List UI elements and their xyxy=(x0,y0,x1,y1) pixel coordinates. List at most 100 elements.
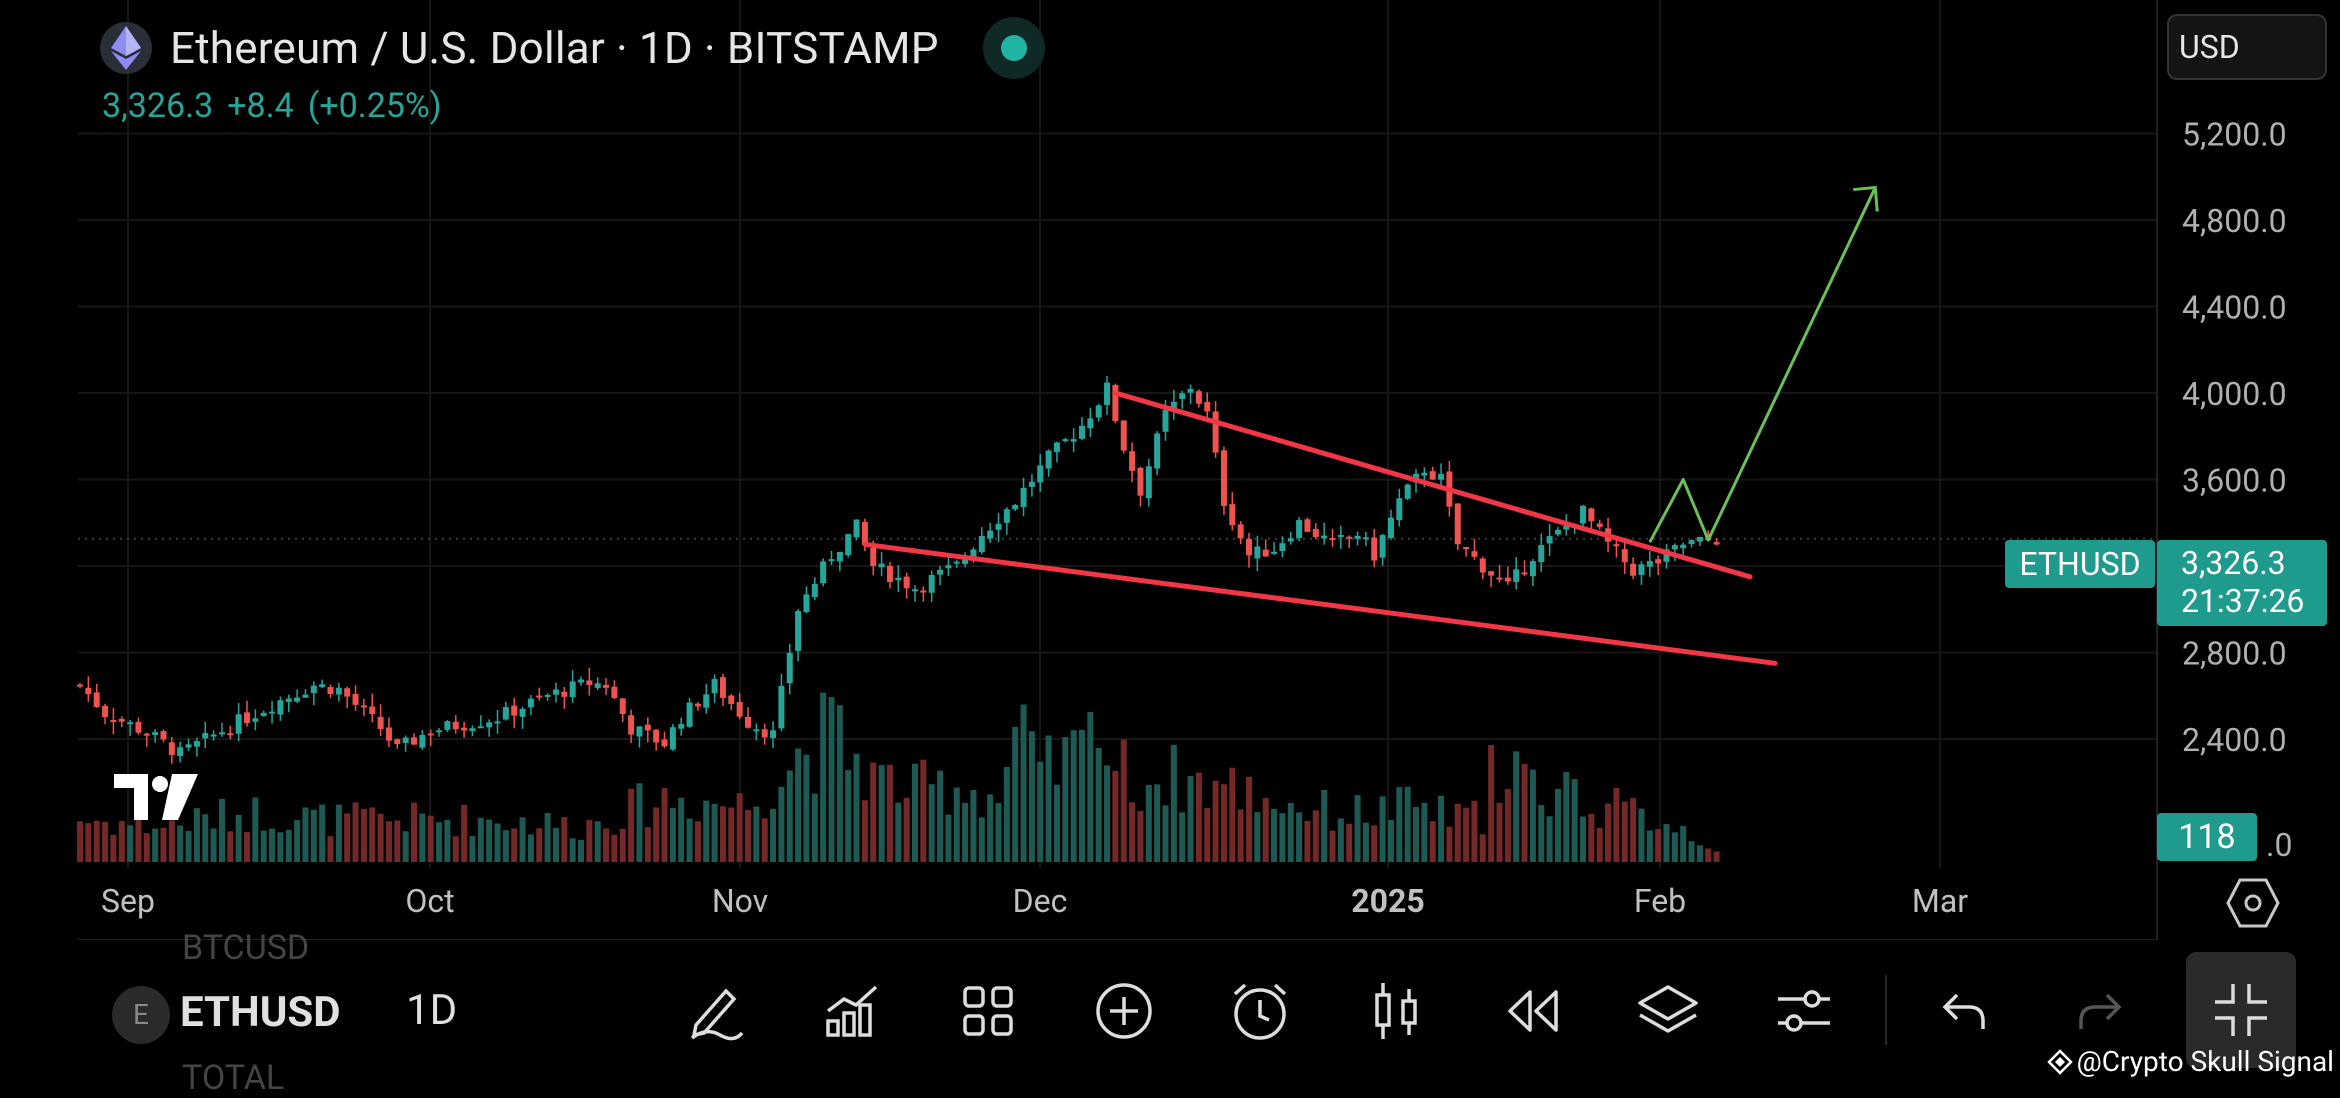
price-tick-label: 4,800.0 xyxy=(2182,202,2287,240)
candle-body xyxy=(552,689,559,695)
volume-bar xyxy=(1630,798,1637,862)
layers-button[interactable] xyxy=(1618,966,1718,1056)
current-price-tag: 3,326.3 21:37:26 xyxy=(2157,540,2327,626)
candle-body xyxy=(836,551,843,562)
currency-selector[interactable]: USD xyxy=(2167,14,2327,80)
volume-bar xyxy=(1479,834,1486,862)
volume-bar xyxy=(1496,802,1503,862)
candle-body xyxy=(210,734,217,737)
symbol-title: Ethereum / U.S. Dollar · 1D · BITSTAMP xyxy=(170,22,939,74)
candle-body xyxy=(461,727,468,731)
candle-body xyxy=(970,549,977,560)
volume-bar xyxy=(1638,808,1645,862)
volume-bar xyxy=(1337,818,1344,862)
candle-body xyxy=(1321,535,1328,539)
volume-bar xyxy=(728,807,735,862)
volume-bar xyxy=(1680,826,1687,862)
chart-type-button[interactable] xyxy=(1346,966,1446,1056)
candle-body xyxy=(728,695,735,704)
candle-body xyxy=(1312,528,1319,538)
candle-body xyxy=(127,722,134,725)
volume-bar xyxy=(1304,820,1311,862)
volume-bar xyxy=(886,764,893,862)
volume-bar xyxy=(761,818,768,862)
volume-bar xyxy=(1212,780,1219,862)
candle-body xyxy=(160,731,167,740)
volume-bar xyxy=(586,819,593,862)
volume-bar xyxy=(836,705,843,862)
volume-bar xyxy=(870,762,877,862)
volume-bar xyxy=(1329,830,1336,862)
volume-bar xyxy=(653,807,660,862)
volume-bar xyxy=(177,825,184,862)
layouts-icon xyxy=(963,986,1013,1036)
candle-body xyxy=(1020,487,1027,507)
drawing-tools-button[interactable] xyxy=(666,966,766,1056)
indicators-button[interactable] xyxy=(802,966,902,1056)
candle-body xyxy=(1404,484,1411,499)
candle-body xyxy=(920,590,927,593)
candle-body xyxy=(227,733,234,736)
layouts-button[interactable] xyxy=(938,966,1038,1056)
time-tick-label: Oct xyxy=(405,882,454,920)
pencil-icon xyxy=(690,988,744,1041)
indicators-icon xyxy=(826,985,878,1037)
symbol-header[interactable]: Ethereum / U.S. Dollar · 1D · BITSTAMP xyxy=(100,17,1045,79)
volume-bar xyxy=(1070,730,1077,862)
undo-button[interactable] xyxy=(1914,966,2014,1056)
volume-bar xyxy=(1613,787,1620,862)
alert-button[interactable] xyxy=(1210,966,1310,1056)
add-button[interactable] xyxy=(1074,966,1174,1056)
candle-body xyxy=(719,677,726,698)
candle-body xyxy=(995,523,1002,530)
collapse-button[interactable] xyxy=(2186,952,2296,1068)
candle-body xyxy=(1037,465,1044,483)
chart-settings-icon[interactable] xyxy=(2226,876,2280,930)
volume-bar xyxy=(244,832,250,862)
volume-bar xyxy=(1246,776,1252,862)
candle-body xyxy=(502,707,509,720)
candle-body xyxy=(987,530,994,539)
candle-body xyxy=(1053,442,1060,453)
candle-body xyxy=(1513,569,1520,582)
symbol-option-total[interactable]: TOTAL xyxy=(182,1058,285,1098)
last-price: 3,326.3 xyxy=(102,86,214,126)
volume-bar xyxy=(1271,808,1278,862)
symbol-option-ethusd[interactable]: ETHUSD xyxy=(180,988,341,1037)
price-axis: 2,400.02,800.03,200.03,600.04,000.04,400… xyxy=(2182,116,2292,865)
candle-body xyxy=(1187,388,1194,393)
volume-bar xyxy=(1145,784,1152,862)
chart-type-icon xyxy=(1375,983,1417,1039)
candle-body xyxy=(1137,467,1144,496)
candle-body xyxy=(678,724,685,729)
volume-bar xyxy=(218,798,225,862)
redo-button[interactable] xyxy=(2050,966,2150,1056)
volume-bar xyxy=(210,828,217,862)
volume-bar xyxy=(1312,810,1319,862)
volume-bar xyxy=(427,815,434,862)
redo-icon xyxy=(2079,993,2122,1029)
symbol-option-btcusd[interactable]: BTCUSD xyxy=(182,928,310,968)
volume-bar xyxy=(895,802,902,862)
volume-bar xyxy=(536,828,543,862)
volume-bar xyxy=(1646,830,1653,862)
toolbar-divider xyxy=(1885,975,1887,1045)
volume-bar xyxy=(1346,823,1353,862)
candle-body xyxy=(511,705,518,716)
candle-body xyxy=(1671,545,1678,550)
volume-bar xyxy=(93,820,100,862)
price-chart[interactable]: 2,400.02,800.03,200.03,600.04,000.04,400… xyxy=(0,0,2340,940)
volume-bar xyxy=(878,765,885,862)
replay-button[interactable] xyxy=(1482,966,1582,1056)
watermark-text: @Crypto Skull Signal xyxy=(2076,1045,2334,1078)
candle-body xyxy=(586,680,593,686)
volume-bar xyxy=(636,783,643,862)
volume-bar xyxy=(644,827,651,862)
candle-body xyxy=(177,747,184,757)
settings-button[interactable] xyxy=(1754,966,1854,1056)
candle-body xyxy=(569,681,576,698)
candle-body xyxy=(436,730,443,733)
time-tick-label: 2025 xyxy=(1351,882,1424,920)
timeframe-button[interactable]: 1D xyxy=(406,986,458,1035)
time-axis: Sep Oct Nov Dec 2025 Feb Mar xyxy=(101,882,1968,920)
